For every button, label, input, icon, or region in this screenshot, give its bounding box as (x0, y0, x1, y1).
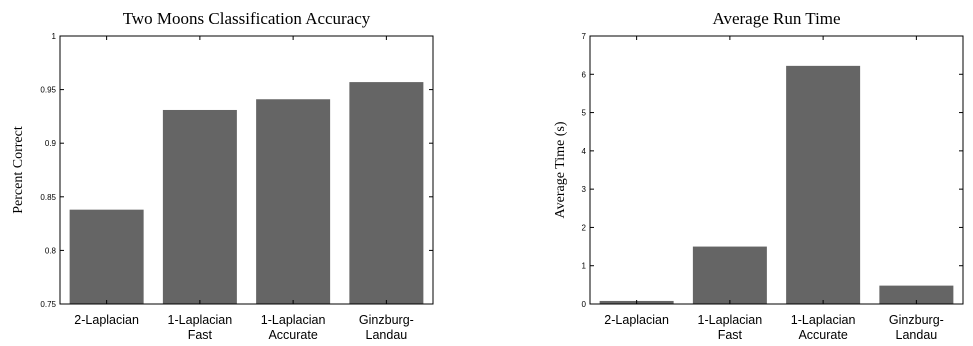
runtime-y-tick-label-7: 6 (582, 70, 587, 79)
runtime-y-axis-label: Average Time (s) (553, 121, 568, 218)
runtime-category-label-4-line-2: Landau (896, 328, 938, 342)
runtime-category-label-3-line-1: 1-Laplacian (791, 313, 856, 327)
runtime-plot-frame (589, 35, 964, 305)
accuracy-y-tick-label-4: 0.9 (45, 139, 57, 148)
accuracy-bar-2 (162, 109, 237, 304)
runtime-y-tick-label-8: 7 (582, 32, 587, 41)
runtime-y-tick-label-1: 0 (582, 300, 587, 309)
accuracy-y-tick-label-5: 0.95 (40, 86, 56, 95)
runtime-y-tick-label-6: 5 (582, 109, 587, 118)
accuracy-y-tick-label-6: 1 (52, 32, 57, 41)
accuracy-category-label-3-line-2: Accurate (268, 328, 317, 342)
runtime-y-tick-label-3: 2 (582, 223, 587, 232)
accuracy-category-label-4-line-1: Ginzburg- (359, 313, 414, 327)
accuracy-bar-3 (256, 99, 331, 304)
runtime-category-label-2-line-2: Fast (718, 328, 743, 342)
runtime-chart-title: Average Run Time (712, 9, 840, 28)
runtime-y-tick-label-5: 4 (582, 147, 587, 156)
accuracy-category-label-4-line-2: Landau (366, 328, 408, 342)
accuracy-bar-1 (69, 209, 144, 304)
runtime-bar-3 (786, 65, 861, 304)
runtime-bar-2 (692, 246, 767, 304)
runtime-category-label-3-line-2: Accurate (798, 328, 847, 342)
accuracy-category-label-2-line-2: Fast (188, 328, 213, 342)
accuracy-category-label-2-line-1: 1-Laplacian (168, 313, 233, 327)
runtime-category-label-2-line-1: 1-Laplacian (698, 313, 763, 327)
accuracy-y-tick-label-1: 0.75 (40, 300, 56, 309)
accuracy-y-tick-label-2: 0.8 (45, 246, 57, 255)
runtime-y-tick-label-4: 3 (582, 185, 587, 194)
accuracy-category-label-1: 2-Laplacian (74, 313, 139, 327)
accuracy-y-axis-label: Percent Correct (11, 126, 26, 214)
runtime-category-label-4-line-1: Ginzburg- (889, 313, 944, 327)
runtime-bar-4 (879, 285, 954, 304)
accuracy-chart-title: Two Moons Classification Accuracy (123, 9, 371, 28)
accuracy-y-tick-label-3: 0.85 (40, 193, 56, 202)
runtime-y-tick-label-2: 1 (582, 262, 587, 271)
accuracy-plot-frame (59, 35, 434, 305)
runtime-category-label-1: 2-Laplacian (604, 313, 669, 327)
accuracy-category-label-3-line-1: 1-Laplacian (261, 313, 326, 327)
accuracy-bar-4 (349, 82, 424, 304)
